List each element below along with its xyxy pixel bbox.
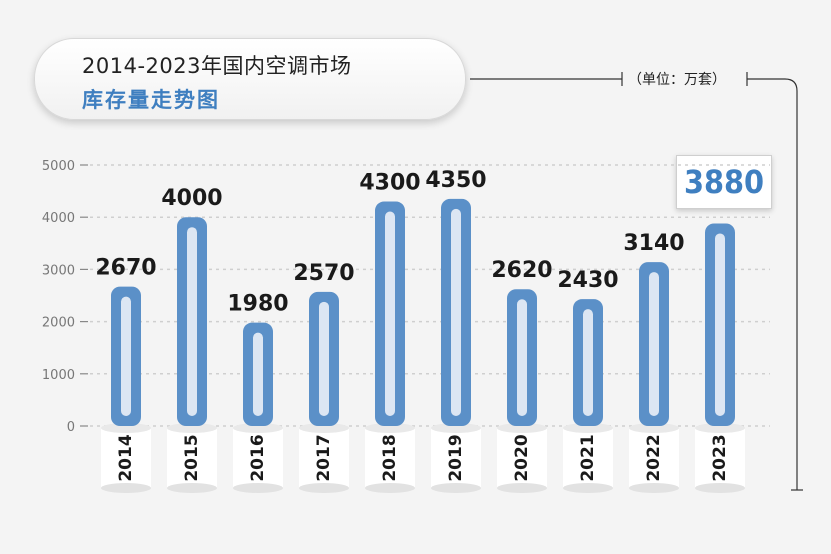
bracket-lines [470,72,803,491]
chart-title: 2014-2023年国内空调市场 [82,54,352,78]
chart-subtitle: 库存量走势图 [82,88,220,112]
bar [639,262,669,426]
base-top [695,423,745,433]
base-cylinder [695,428,745,488]
y-tick-label: 3000 [42,263,75,278]
data-label: 4300 [359,171,420,196]
y-tick-label: 2000 [42,316,75,331]
x-tick-label: 2021 [578,434,598,481]
bar-inner [187,227,197,416]
base-top [233,423,283,433]
base-top [497,423,547,433]
data-label: 3140 [623,231,684,256]
x-axis-base [431,423,481,493]
data-label: 4000 [161,186,222,211]
base-top [563,423,613,433]
bar [177,217,207,426]
x-axis-base [299,423,349,493]
base-bottom [233,483,283,493]
x-axis-base [101,423,151,493]
base-bottom [101,483,151,493]
base-bottom [365,483,415,493]
y-tick-label: 0 [67,420,75,435]
base-bottom [695,483,745,493]
base-cylinder [233,428,283,488]
base-top [299,423,349,433]
data-label: 2430 [557,268,618,293]
x-tick-label: 2018 [380,434,400,481]
x-axis-base [365,423,415,493]
bar-inner [517,299,527,416]
x-axis-base [629,423,679,493]
x-tick-label: 2016 [248,434,268,481]
base-bottom [629,483,679,493]
bar-inner [451,208,461,416]
x-tick-label: 2022 [644,434,664,481]
bar [111,286,141,426]
bar [309,291,339,426]
bars [111,198,735,426]
bracket-line-right [747,78,798,490]
base-top [167,423,217,433]
base-cylinder [497,428,547,488]
base-cylinder [431,428,481,488]
base-top [101,423,151,433]
base-cylinder [299,428,349,488]
x-axis-base [233,423,283,493]
x-tick-label: 2019 [446,434,466,481]
bar [375,201,405,426]
data-label: 1980 [227,292,288,317]
bar-inner [715,233,725,416]
base-top [365,423,415,433]
base-bottom [431,483,481,493]
y-axis: 0 1000 2000 3000 4000 5000 [42,159,75,435]
base-bottom [299,483,349,493]
x-axis: 2014 2015 2016 2017 2018 2019 2020 2021 2022 2023 [101,423,745,493]
y-tick-label: 1000 [42,368,75,383]
base-cylinder [629,428,679,488]
bar [573,299,603,426]
base-cylinder [365,428,415,488]
data-label: 2570 [293,261,354,286]
bar [507,289,537,426]
base-cylinder [167,428,217,488]
bar-inner [649,272,659,416]
x-tick-label: 2014 [116,434,136,481]
data-label: 2670 [95,256,156,281]
x-tick-label: 2020 [512,434,532,481]
base-top [629,423,679,433]
unit-label: （单位：万套） [628,72,726,88]
base-bottom [497,483,547,493]
base-cylinder [563,428,613,488]
x-axis-base [497,423,547,493]
highlight-value-box: 3880 [676,155,772,209]
base-bottom [167,483,217,493]
base-bottom [563,483,613,493]
bar-inner [253,332,263,416]
x-axis-base [167,423,217,493]
bar [441,198,471,426]
bar-inner [583,309,593,416]
bar-inner [385,211,395,416]
x-axis-base [695,423,745,493]
title-banner [34,38,466,120]
y-tick-label: 5000 [42,159,75,174]
data-label: 2620 [491,258,552,283]
x-tick-label: 2017 [314,434,334,481]
x-tick-label: 2015 [182,434,202,481]
base-cylinder [101,428,151,488]
data-label: 4350 [425,168,486,193]
bar [705,223,735,426]
bar-inner [319,301,329,416]
x-tick-label: 2023 [710,434,730,481]
bar-inner [121,296,131,416]
y-tick-label: 4000 [42,211,75,226]
x-axis-base [563,423,613,493]
base-top [431,423,481,433]
bar [243,322,273,426]
